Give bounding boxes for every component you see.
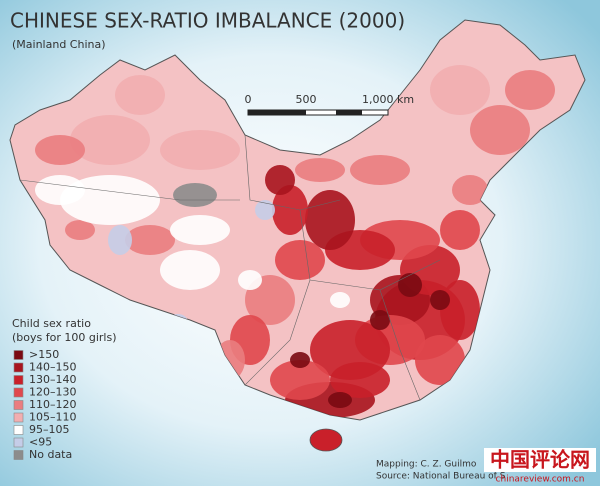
region-fill xyxy=(60,175,160,225)
region-fill xyxy=(270,360,330,400)
region-fill xyxy=(108,225,132,255)
region-fill xyxy=(265,165,295,195)
region-fill xyxy=(272,185,308,235)
credit: Mapping: C. Z. Guilmo xyxy=(376,460,477,470)
region-fill xyxy=(305,190,355,250)
region-fill xyxy=(470,105,530,155)
region-fill xyxy=(70,115,150,165)
legend-label: 110–120 xyxy=(29,398,77,411)
map-subtitle: (Mainland China) xyxy=(12,38,106,51)
legend-label: 95–105 xyxy=(29,423,70,436)
region-fill xyxy=(125,225,175,255)
legend-swatch xyxy=(13,362,24,373)
scale-label: 500 xyxy=(296,93,317,106)
legend: Child sex ratio (boys for 100 girls) >15… xyxy=(12,317,117,461)
region-fill xyxy=(173,183,217,207)
region-fill xyxy=(160,130,240,170)
legend-swatch xyxy=(13,412,24,423)
region-fill xyxy=(430,290,450,310)
credit: Source: National Bureau of S xyxy=(376,472,506,482)
region-fill xyxy=(398,273,422,297)
scale-bar-segment xyxy=(248,110,306,115)
region-fill xyxy=(238,270,262,290)
region-fill xyxy=(328,392,352,408)
legend-swatch xyxy=(13,387,24,398)
region-fill xyxy=(65,220,95,240)
region-fill xyxy=(330,362,390,398)
legend-title: (boys for 100 girls) xyxy=(12,331,117,344)
legend-swatch xyxy=(13,375,24,385)
province-borders xyxy=(19,134,441,401)
legend-swatch xyxy=(13,425,24,435)
scale-label: 1,000 km xyxy=(362,93,414,106)
scale-bar-segment xyxy=(336,110,362,115)
legend-label: No data xyxy=(29,448,72,461)
legend-swatch xyxy=(13,350,24,360)
region-fill xyxy=(370,310,390,330)
legend-label: 140–150 xyxy=(29,361,77,374)
region-fills xyxy=(35,65,555,418)
legend-label: 130–140 xyxy=(29,373,77,386)
legend-label: >150 xyxy=(29,348,59,361)
watermark-title: 中国评论网 xyxy=(490,448,590,472)
region-fill xyxy=(430,65,490,115)
region-fill xyxy=(35,175,85,205)
region-fill xyxy=(275,240,325,280)
region-fill xyxy=(170,215,230,245)
watermark-bg xyxy=(484,448,596,472)
region-fill xyxy=(452,175,488,205)
region-fill xyxy=(440,280,480,340)
legend-swatch xyxy=(13,450,24,460)
region-fill xyxy=(415,335,465,385)
region-fill xyxy=(35,135,85,165)
map-title: CHINESE SEX-RATIO IMBALANCE (2000) xyxy=(10,9,405,33)
scale-label: 0 xyxy=(245,93,252,106)
legend-title: Child sex ratio xyxy=(12,317,91,330)
region-fill xyxy=(350,155,410,185)
region-fill xyxy=(255,200,275,220)
region-fill xyxy=(505,70,555,110)
region-fill xyxy=(440,210,480,250)
region-fill xyxy=(115,75,165,115)
watermark-url: chinareview.com.cn xyxy=(496,475,585,485)
legend-label: 105–110 xyxy=(29,411,77,424)
region-fill xyxy=(295,158,345,182)
legend-label: 120–130 xyxy=(29,386,77,399)
region-fill xyxy=(160,250,220,290)
region-fill xyxy=(290,352,310,368)
legend-swatch xyxy=(13,400,24,410)
hainan xyxy=(309,428,343,452)
region-fill xyxy=(330,292,350,308)
legend-swatch xyxy=(13,437,24,448)
scale-bar: 0 500 1,000 km xyxy=(245,93,414,116)
legend-label: <95 xyxy=(29,436,52,449)
